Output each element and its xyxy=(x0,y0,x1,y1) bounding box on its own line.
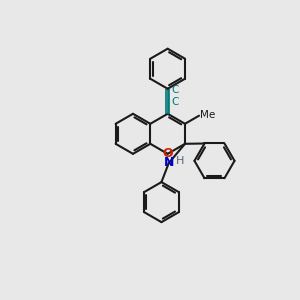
Text: H: H xyxy=(176,157,184,166)
Text: O: O xyxy=(162,147,173,160)
Text: Me: Me xyxy=(200,110,215,120)
Text: N: N xyxy=(164,157,174,169)
Text: C: C xyxy=(172,85,179,95)
Text: C: C xyxy=(172,97,179,107)
